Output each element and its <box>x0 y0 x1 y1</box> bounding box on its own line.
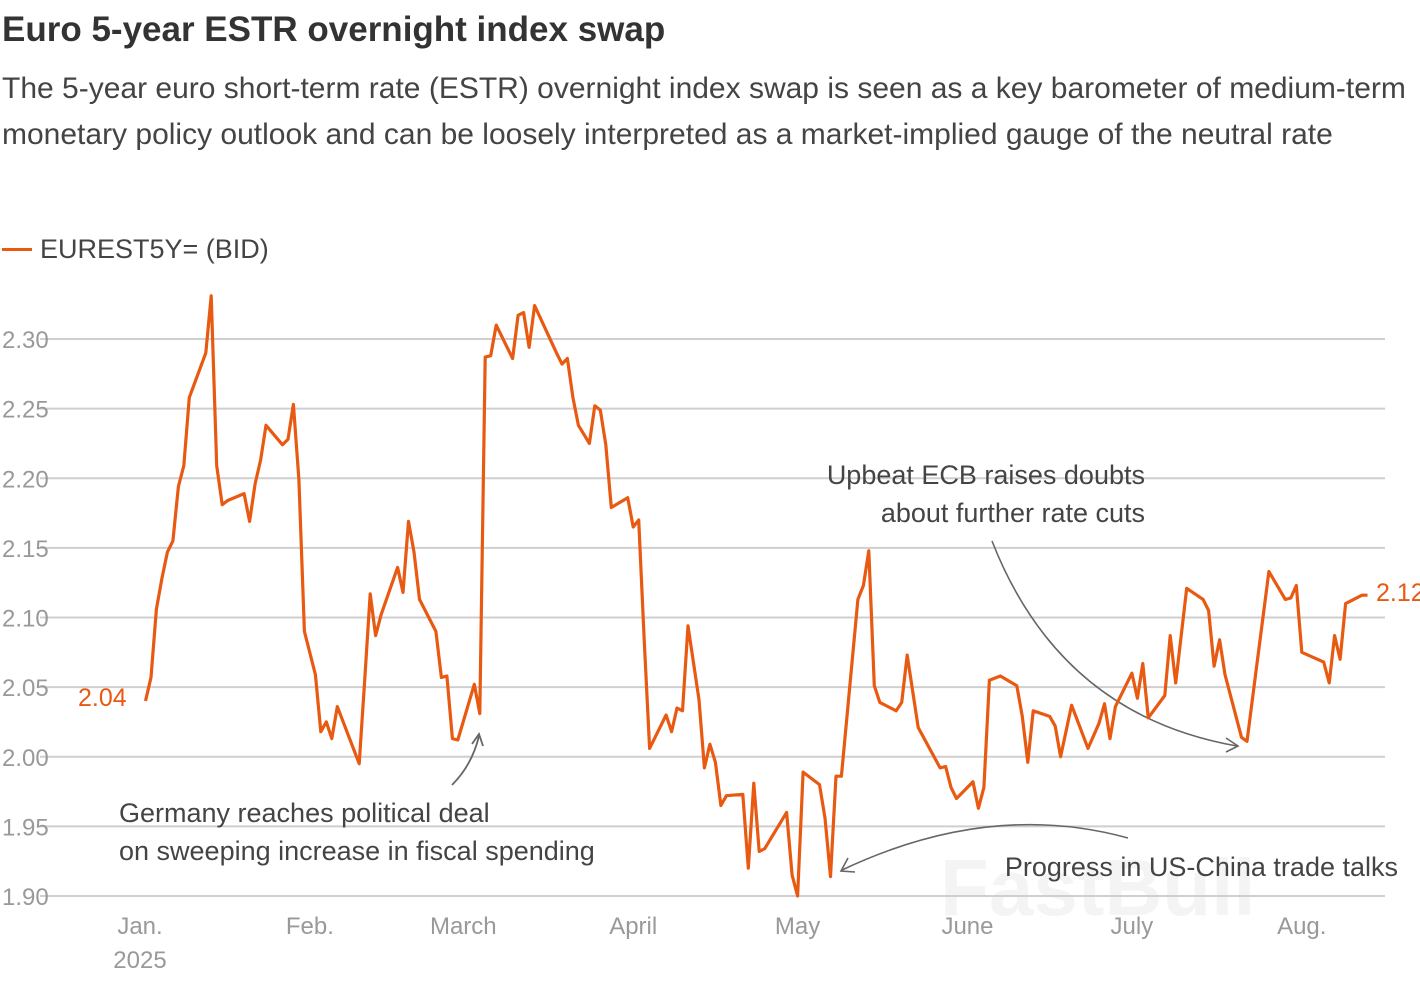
watermark: FastBull <box>940 843 1256 932</box>
x-tick-label: Feb. <box>286 913 334 940</box>
y-tick-label: 1.90 <box>2 884 49 911</box>
x-tick-label: May <box>775 913 820 940</box>
arrowhead-trade <box>839 857 856 873</box>
y-tick-label: 2.30 <box>2 327 49 354</box>
y-tick-label: 1.95 <box>2 814 49 841</box>
annotation-ecb-line1: Upbeat ECB raises doubts <box>827 460 1145 490</box>
y-tick-label: 2.05 <box>2 675 49 702</box>
annotation-ecb-line2: about further rate cuts <box>881 498 1145 528</box>
arrowhead-ecb <box>1225 737 1240 753</box>
legend-label: EUREST5Y= (BID) <box>40 234 269 264</box>
end-value-label: 2.12 <box>1376 579 1420 607</box>
x-tick-label: March <box>430 913 497 940</box>
y-tick-label: 2.10 <box>2 606 49 633</box>
arrowhead-germany <box>471 732 484 747</box>
annotation-germany-line1: Germany reaches political deal <box>119 798 490 828</box>
series-line-eurest5y <box>143 294 1368 898</box>
legend: EUREST5Y= (BID) <box>2 234 269 265</box>
annotation-arrow-germany <box>451 735 480 786</box>
y-tick-label: 2.15 <box>2 536 49 563</box>
legend-swatch <box>2 248 32 251</box>
x-tick-label: June <box>941 913 993 940</box>
y-tick-label: 2.00 <box>2 745 49 772</box>
x-tick-label: July <box>1111 913 1154 940</box>
start-value-label: 2.04 <box>78 684 127 712</box>
x-tick-label: Jan. <box>117 913 162 940</box>
annotation-arrow-trade <box>841 823 1129 871</box>
annotation-trade: Progress in US-China trade talks <box>1005 852 1398 882</box>
y-tick-label: 2.20 <box>2 466 49 493</box>
x-tick-label: April <box>609 913 657 940</box>
chart-title: Euro 5-year ESTR overnight index swap <box>2 10 666 49</box>
x-tick-label: Aug. <box>1277 913 1326 940</box>
chart-subtitle: The 5-year euro short-term rate (ESTR) o… <box>2 72 1406 151</box>
x-tick-sublabel: 2025 <box>113 947 166 974</box>
annotation-arrow-ecb <box>991 540 1238 747</box>
y-tick-label: 2.25 <box>2 397 49 424</box>
annotation-germany-line2: on sweeping increase in fiscal spending <box>119 836 595 866</box>
